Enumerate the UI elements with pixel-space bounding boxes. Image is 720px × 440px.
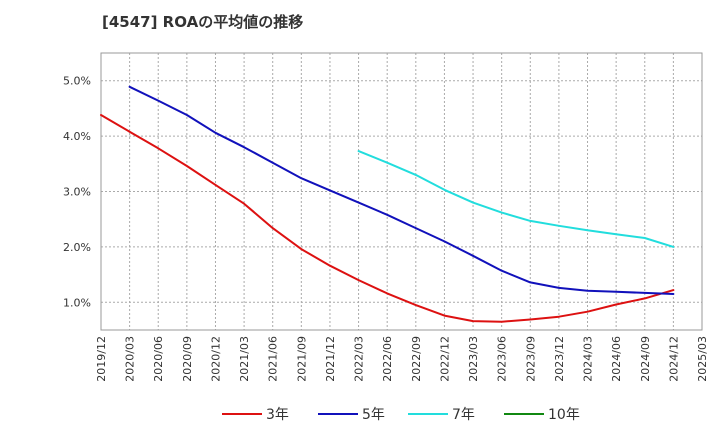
x-tick-label: 2023/03: [467, 336, 480, 382]
x-tick-label: 2024/03: [582, 336, 595, 382]
y-tick-label: 4.0%: [63, 130, 91, 143]
legend-label: 5年: [362, 407, 385, 423]
chart-title: [4547] ROAの平均値の推移: [102, 13, 304, 31]
x-tick-label: 2022/06: [381, 336, 394, 382]
x-tick-label: 2025/03: [696, 336, 709, 382]
legend-label: 3年: [266, 407, 289, 423]
x-tick-label: 2020/03: [124, 336, 137, 382]
legend: 3年 5年 7年 10年: [222, 407, 580, 423]
x-tick-label: 2023/06: [496, 336, 509, 382]
y-tick-label: 1.0%: [63, 296, 91, 309]
series-line: [357, 150, 675, 248]
grid: [101, 53, 702, 330]
x-tick-label: 2021/06: [267, 336, 280, 382]
series-line: [100, 114, 675, 323]
x-tick-label: 2020/12: [209, 336, 222, 382]
x-tick-label: 2024/12: [667, 336, 680, 382]
y-tick-label: 2.0%: [63, 241, 91, 254]
y-tick-label: 3.0%: [63, 186, 91, 199]
legend-label: 7年: [452, 407, 475, 423]
x-tick-label: 2021/12: [324, 336, 337, 382]
x-tick-label: 2022/12: [438, 336, 451, 382]
x-tick-label: 2019/12: [95, 336, 108, 382]
x-tick-label: 2022/03: [353, 336, 366, 382]
x-tick-label: 2024/09: [639, 336, 652, 382]
x-tick-label: 2021/09: [295, 336, 308, 382]
x-tick-label: 2024/06: [610, 336, 623, 382]
x-tick-label: 2023/12: [553, 336, 566, 382]
legend-label: 10年: [548, 407, 580, 423]
x-tick-label: 2023/09: [524, 336, 537, 382]
x-tick-label: 2022/09: [410, 336, 423, 382]
plot-area-frame: [100, 52, 703, 331]
x-tick-label: 2020/09: [181, 336, 194, 382]
x-tick-label: 2020/06: [152, 336, 165, 382]
y-axis-ticks: 1.0% 2.0% 3.0% 4.0% 5.0%: [63, 75, 91, 310]
x-axis-ticks: 2019/12 2020/03 2020/06 2020/09 2020/12 2021/…: [95, 336, 709, 382]
x-tick-label: 2021/03: [238, 336, 251, 382]
y-tick-label: 5.0%: [63, 75, 91, 88]
series-line: [128, 85, 675, 295]
series-lines: [100, 85, 675, 323]
